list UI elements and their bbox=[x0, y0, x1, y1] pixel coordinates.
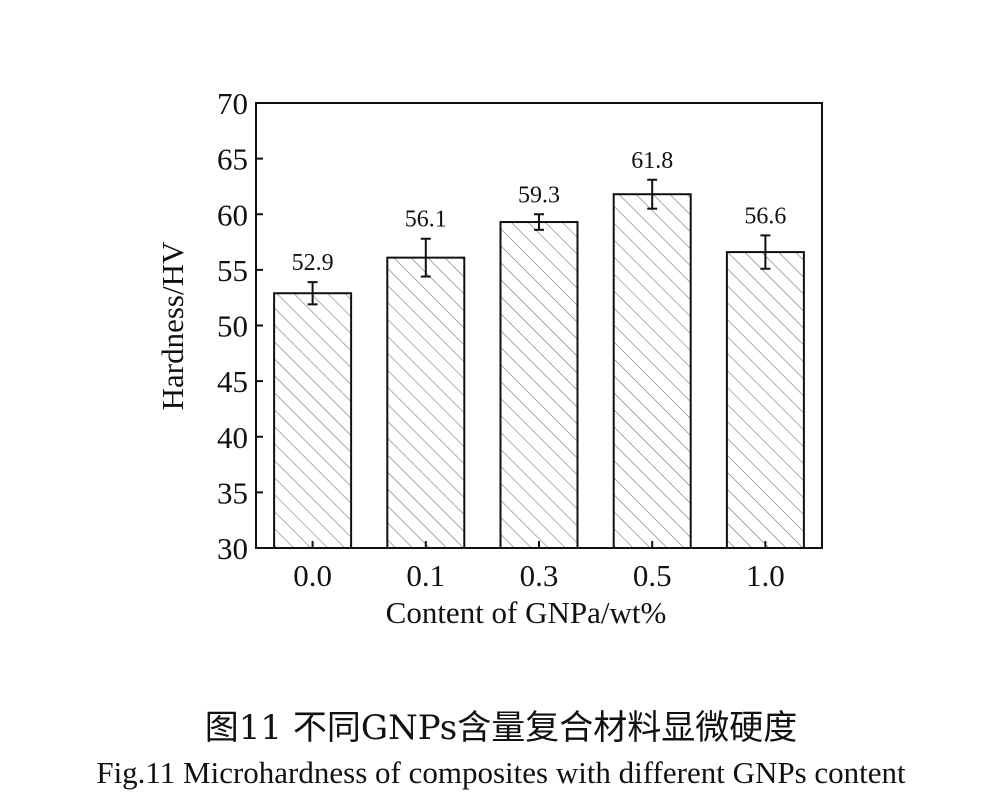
x-tick-label-0.5: 0.5 bbox=[633, 558, 672, 593]
figure-caption-english: Fig.11 Microhardness of composites with … bbox=[96, 755, 906, 790]
y-tick-label: 30 bbox=[217, 531, 248, 566]
value-labels-layer: 52.9 56.1 59.3 61.8 56.6 bbox=[292, 148, 787, 276]
value-label-0.0: 52.9 bbox=[292, 250, 334, 276]
error-bar-0.3 bbox=[534, 213, 544, 231]
error-bars-layer bbox=[307, 178, 771, 306]
y-tick-label: 55 bbox=[217, 253, 248, 288]
bar-0.3 bbox=[499, 221, 579, 549]
x-tick-label-0.0: 0.0 bbox=[293, 558, 332, 593]
error-bar-1.0 bbox=[760, 234, 771, 270]
value-label-0.5: 61.8 bbox=[631, 148, 673, 174]
value-label-0.3: 59.3 bbox=[518, 182, 560, 208]
x-tick-label-0.1: 0.1 bbox=[406, 558, 445, 593]
y-axis-title: Hardness/HV bbox=[155, 241, 190, 410]
bar-0.0 bbox=[273, 292, 353, 549]
y-tick-label: 45 bbox=[217, 364, 248, 399]
y-tick-label: 40 bbox=[217, 420, 248, 455]
y-tick-label: 35 bbox=[217, 475, 248, 510]
error-bar-0.1 bbox=[420, 237, 431, 278]
bar-0.5 bbox=[612, 193, 692, 549]
figure-caption-chinese: 图11 不同GNPs含量复合材料显微硬度 bbox=[204, 708, 798, 748]
y-tick-label: 70 bbox=[217, 86, 248, 121]
x-axis-title: Content of GNPa/wt% bbox=[386, 595, 667, 630]
bar-1.0 bbox=[725, 251, 805, 549]
value-label-1.0: 56.6 bbox=[744, 203, 786, 229]
x-tick-label-1.0: 1.0 bbox=[746, 558, 785, 593]
y-tick-label: 65 bbox=[217, 142, 248, 177]
y-tick-label: 60 bbox=[217, 197, 248, 232]
error-bar-0.5 bbox=[647, 178, 658, 210]
bars-layer bbox=[273, 193, 805, 549]
value-label-0.1: 56.1 bbox=[405, 207, 447, 233]
bar-chart: 52.956.159.361.856.6 303540455055606570 … bbox=[155, 86, 823, 630]
x-axis: 0.0 0.1 0.3 0.5 1.0 bbox=[293, 541, 785, 593]
bar-0.1 bbox=[386, 256, 466, 549]
y-tick-label: 50 bbox=[217, 309, 248, 344]
error-bar-0.0 bbox=[307, 281, 318, 306]
x-tick-label-0.3: 0.3 bbox=[520, 558, 559, 593]
y-axis: 30 35 40 45 50 55 60 65 70 bbox=[217, 86, 263, 566]
